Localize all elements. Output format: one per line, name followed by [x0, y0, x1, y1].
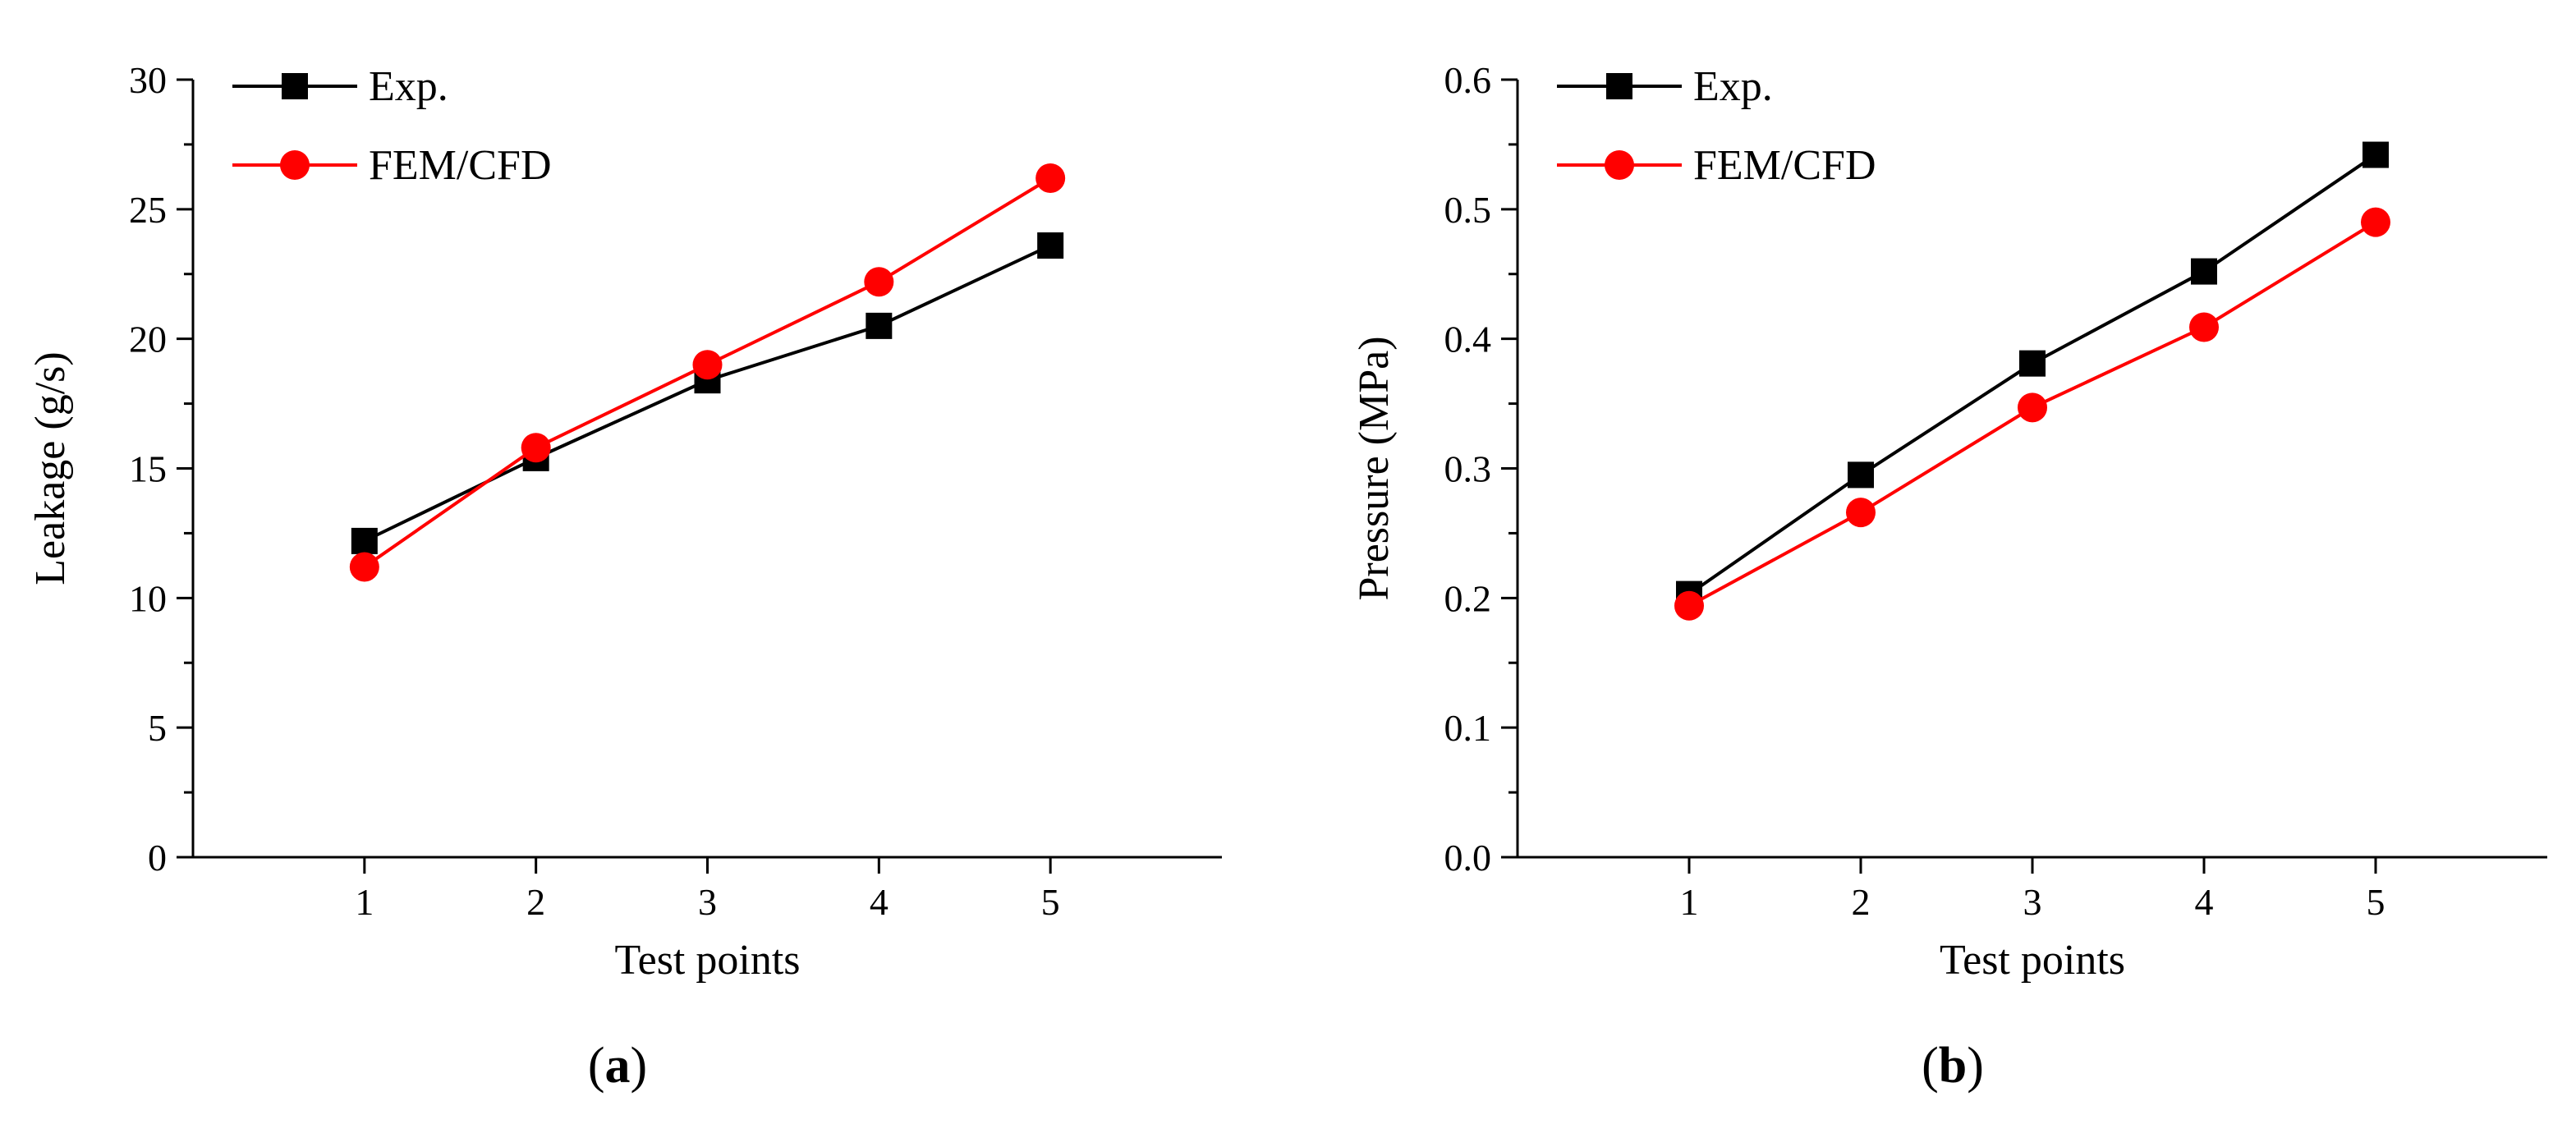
x-tick-label: 5 [1041, 881, 1060, 923]
x-tick-label: 4 [870, 881, 889, 923]
y-tick-label: 15 [129, 448, 167, 490]
y-tick-label: 5 [148, 707, 167, 749]
legend-marker-square [282, 73, 308, 99]
y-tick-label: 0.5 [1444, 189, 1492, 231]
data-point-square [1848, 461, 1874, 489]
y-tick-label: 0.0 [1444, 837, 1492, 879]
data-point-circle [2018, 392, 2047, 423]
legend-marker-circle [1605, 150, 1634, 180]
data-point-square [866, 312, 893, 339]
y-tick-label: 0.3 [1444, 448, 1492, 490]
legend: Exp. FEM/CFD [232, 63, 552, 189]
series-exp [1676, 141, 2389, 608]
data-point-square [1037, 232, 1064, 259]
series-exp [351, 232, 1064, 554]
data-point-circle [2361, 207, 2390, 237]
data-point-square [2191, 258, 2217, 285]
panel-caption: (b) [1922, 1038, 1984, 1094]
y-tick-label: 10 [129, 577, 167, 619]
data-point-circle [1035, 163, 1066, 193]
y-tick-label: 0 [148, 837, 167, 879]
data-point-square [2019, 350, 2046, 377]
data-point-square [351, 527, 378, 554]
legend-marker-circle [280, 150, 310, 180]
legend-label: FEM/CFD [369, 142, 552, 189]
data-point-circle [864, 267, 894, 297]
data-point-circle [2189, 312, 2219, 342]
data-point-square [2362, 141, 2389, 168]
legend-label: FEM/CFD [1693, 142, 1876, 189]
series-fem-cfd [349, 163, 1066, 582]
x-tick-label: 3 [698, 881, 717, 923]
data-point-circle [1674, 590, 1704, 621]
legend: Exp. FEM/CFD [1557, 63, 1876, 189]
y-tick-label: 0.6 [1444, 59, 1492, 101]
x-tick-label: 4 [2195, 881, 2214, 923]
panel-caption: (a) [588, 1038, 647, 1094]
data-point-circle [521, 433, 551, 463]
y-tick-label: 25 [129, 189, 167, 231]
series-fem-cfd [1674, 207, 2390, 621]
caption-close: ) [631, 1038, 648, 1094]
data-point-circle [349, 552, 379, 582]
data-point-circle [692, 350, 723, 380]
caption-letter: a [605, 1038, 631, 1094]
x-tick-label: 1 [355, 881, 374, 923]
caption-close: ) [1967, 1038, 1984, 1094]
x-tick-label: 5 [2367, 881, 2385, 923]
caption-open: ( [588, 1038, 605, 1094]
legend-marker-square [1606, 73, 1632, 99]
y-tick-label: 0.4 [1444, 319, 1492, 360]
caption-letter: b [1939, 1038, 1967, 1094]
y-axis-label: Pressure (MPa) [1351, 336, 1398, 600]
legend-label: Exp. [369, 63, 448, 110]
x-tick-label: 2 [1852, 881, 1871, 923]
chart-panel-a: 0 5 10 15 20 25 30 1 2 3 4 5 Test points Leakage (g/s… [27, 59, 1222, 1094]
x-tick-label: 2 [526, 881, 545, 923]
y-tick-label: 0.1 [1444, 707, 1492, 749]
x-axis-label: Test points [614, 937, 800, 984]
caption-open: ( [1922, 1038, 1939, 1094]
y-tick-label: 0.2 [1444, 577, 1492, 619]
chart-panel-b: 0.0 0.1 0.2 0.3 0.4 0.5 0.6 1 2 3 4 5 Test points Pre… [1351, 59, 2547, 1094]
y-tick-label: 20 [129, 319, 167, 360]
y-tick-label: 30 [129, 59, 167, 101]
x-tick-label: 3 [2023, 881, 2042, 923]
data-point-circle [1846, 498, 1876, 528]
x-axis-label: Test points [1940, 937, 2125, 984]
x-tick-label: 1 [1680, 881, 1699, 923]
y-axis-label: Leakage (g/s) [27, 351, 74, 585]
legend-label: Exp. [1693, 63, 1773, 110]
